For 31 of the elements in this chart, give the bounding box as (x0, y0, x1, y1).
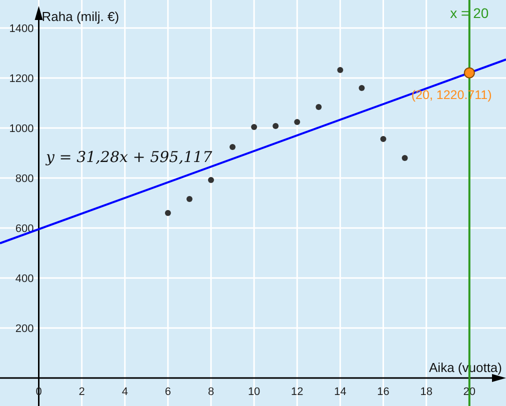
x-tick-label: 10 (248, 386, 260, 398)
y-axis-title: Raha (milj. €) (42, 9, 120, 24)
x-tick-label: 4 (122, 386, 128, 398)
x-tick-label: 18 (420, 386, 432, 398)
y-tick-label: 800 (15, 173, 34, 185)
point (402, 155, 408, 161)
x-tick-label: 6 (164, 386, 172, 398)
annotation: y = 31,28x + 595,117 (45, 148, 213, 166)
point (358, 85, 365, 91)
x-tick-label: 2 (78, 386, 85, 398)
point (272, 123, 279, 129)
x-tick-label: 12 (291, 386, 304, 398)
point (186, 196, 192, 202)
y-tick-label: 1400 (9, 23, 34, 35)
y-tick-label: 1200 (9, 73, 34, 85)
y-tick-label: 200 (15, 323, 34, 335)
y-tick-label: 400 (15, 273, 34, 285)
point (464, 67, 475, 78)
point (164, 210, 171, 216)
x-tick-label: 8 (208, 386, 214, 398)
point (337, 67, 344, 73)
x-tick-label: 14 (334, 386, 346, 398)
point (316, 104, 322, 110)
y-tick-label: 1000 (9, 123, 34, 135)
ref-line-label: x = 20 (450, 5, 489, 21)
point (208, 177, 214, 183)
point (251, 124, 258, 130)
point (380, 136, 386, 142)
point (230, 144, 236, 150)
x-tick-label: 16 (377, 386, 390, 398)
point (294, 119, 300, 125)
